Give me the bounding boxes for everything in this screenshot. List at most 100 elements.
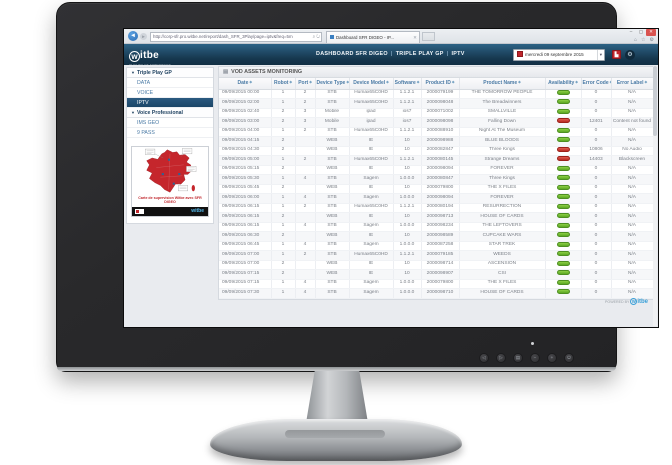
table-row: 09/09/2015 06:00 1 4 STB Sagem 1.0.0.0 2000098… [219,193,654,204]
cell-error-code: 0 [581,279,612,289]
tab-close-icon[interactable]: ✕ [413,34,417,40]
sidebar-section-voice-professional[interactable]: ▼ Voice Professional [127,108,213,118]
cell-product-id: 2000087258 [421,241,460,251]
nav-item-dashboard-sfr-digeo[interactable]: DASHBOARD SFR DIGEO [316,51,388,57]
browser-gear-icon[interactable]: ⚙ [649,37,654,43]
cell-software: 1.1.2.1 [393,127,422,137]
cell-availability [545,108,582,118]
browser-chrome: ◄ ► http://corp-sfr.pro.witbe.net/report… [124,29,658,44]
column-header-error-label[interactable]: Error Label◆ [611,78,654,90]
export-button[interactable]: ▙ [612,50,621,59]
cell-error-code: 0 [581,231,612,242]
home-icon[interactable]: ⌂ [634,37,638,43]
cell-port: 3 [295,108,316,118]
sidebar-item-9-pass[interactable]: 9 PASS [127,128,213,138]
monitor-menu-button[interactable]: ▤ [513,353,523,363]
column-header-date[interactable]: Date◆ [219,78,272,90]
column-header-device-type[interactable]: Device Type◆ [315,78,350,90]
cell-device-model: Humax65C0HD [349,250,394,261]
back-button[interactable]: ◄ [128,31,138,41]
cell-device-type: STB [315,222,350,232]
map-thumbnail[interactable]: Carte de supervision Witbe avec SFR DIGE… [131,146,209,217]
cell-availability [545,184,582,194]
availability-pill [556,175,570,181]
nav-item-triple-play-gp[interactable]: TRIPLE PLAY GP [395,51,444,57]
monitor-minus-button[interactable]: − [530,353,540,363]
window-controls: – ▢ ✕ [626,29,656,36]
cell-product-name: The Breadwinners [459,98,546,109]
cell-product-id: 2000079800 [421,279,460,289]
scrollbar-thumb[interactable] [653,66,657,136]
monitor-right-button[interactable]: ▷ [496,353,506,363]
sort-icon: ◆ [451,80,455,85]
cell-software: 1.0.0.0 [393,241,422,251]
maximize-button[interactable]: ▢ [638,29,644,34]
sidebar-item-data[interactable]: DATA [127,78,213,88]
cell-device-type: STB [315,250,350,261]
cell-device-type: STB [315,98,350,109]
scrollbar[interactable] [653,66,657,326]
url-input[interactable]: http://corp-sfr.pro.witbe.net/report/das… [150,32,322,42]
cell-port: 2 [295,127,316,137]
cell-error-code: 0 [581,193,612,204]
cell-device-model: IE [349,165,394,175]
column-header-software[interactable]: Software◆ [393,78,422,90]
table-row: 09/09/2015 07:00 1 2 STB Humax65C0HD 1.1.2.1 2… [219,250,654,261]
cell-robot: 1 [271,222,296,232]
monitor-power-button[interactable]: ⏻ [564,353,574,363]
monitor-stand-neck [306,371,368,423]
search-refresh-icons[interactable]: ⌕ ↻ [312,34,320,39]
minimize-button[interactable]: – [629,29,633,34]
cell-product-name: HOUSE OF CARDS [459,212,546,223]
sidebar-section-triple-play-gp[interactable]: ▼ Triple Play GP [127,68,213,78]
settings-gear-button[interactable]: ⚙ [625,49,635,60]
cell-product-name: CSI [459,269,546,280]
column-header-availability[interactable]: Availability◆ [545,78,582,90]
table-row: 09/09/2015 07:30 1 4 STB Sagem 1.0.0.0 2000098… [219,288,654,299]
cell-availability [545,136,582,147]
sidebar-item-ims-geo[interactable]: IMS GEO [127,118,213,128]
cell-date: 09/09/2015 05:45 [219,184,272,194]
cell-date: 09/09/2015 07:00 [219,260,272,270]
column-header-error-code[interactable]: Error Code◆ [581,78,612,90]
cell-error-code: 0 [581,250,612,261]
cell-software: 1.0.0.0 [393,193,422,204]
column-header-port[interactable]: Port◆ [295,78,316,90]
table-row: 09/09/2015 06:15 1 4 STB Sagem 1.0.0.0 2000098… [219,222,654,232]
app-header: witbe QUALITY OF EXPERIENCE DASHBOARD SF… [124,44,658,67]
column-header-product-id[interactable]: Product ID◆ [421,78,460,90]
table-icon[interactable]: ▤ [223,69,229,75]
sidebar-item-voice[interactable]: VOICE [127,88,213,98]
cell-error-label: N/A [611,260,654,270]
cell-availability [545,222,582,232]
cell-port: 2 [295,89,316,99]
cell-error-label: Blackscreen [611,155,654,166]
cell-port: 2 [295,203,316,213]
cell-product-id: 2000098714 [421,260,460,270]
cell-device-model: Sagem [349,174,394,185]
date-picker[interactable]: mercredi 09 septembre 2015 ▾ [513,48,605,61]
favorites-star-icon[interactable]: ☆ [641,37,646,43]
column-header-robot[interactable]: Robot◆ [271,78,296,90]
monitor-plus-button[interactable]: + [547,353,557,363]
cell-availability [545,174,582,185]
close-button[interactable]: ✕ [646,29,656,36]
cell-robot: 1 [271,241,296,251]
forward-button[interactable]: ► [140,32,147,40]
new-tab-button[interactable] [422,32,435,41]
monitor-left-button[interactable]: ◁ [479,353,489,363]
sidebar-item-iptv[interactable]: IPTV [127,98,213,108]
cell-device-type: WEB [315,231,350,242]
cell-product-name: Three Kings [459,174,546,185]
cell-date: 09/09/2015 07:15 [219,269,272,280]
powered-by: POWERED BY w itbe [605,298,648,305]
column-header-product-name[interactable]: Product Name◆ [459,78,546,90]
cell-device-type: STB [315,288,350,299]
browser-tab[interactable]: Dashboard SFR DIGEO - IP... ✕ [326,30,420,43]
nav-item-iptv[interactable]: IPTV [451,51,465,57]
cell-device-type: STB [315,174,350,185]
column-header-device-model[interactable]: Device Model◆ [349,78,394,90]
cell-product-id: 2000082847 [421,146,460,156]
cell-device-model: IE [349,136,394,147]
chevron-down-icon[interactable]: ▾ [596,49,602,60]
